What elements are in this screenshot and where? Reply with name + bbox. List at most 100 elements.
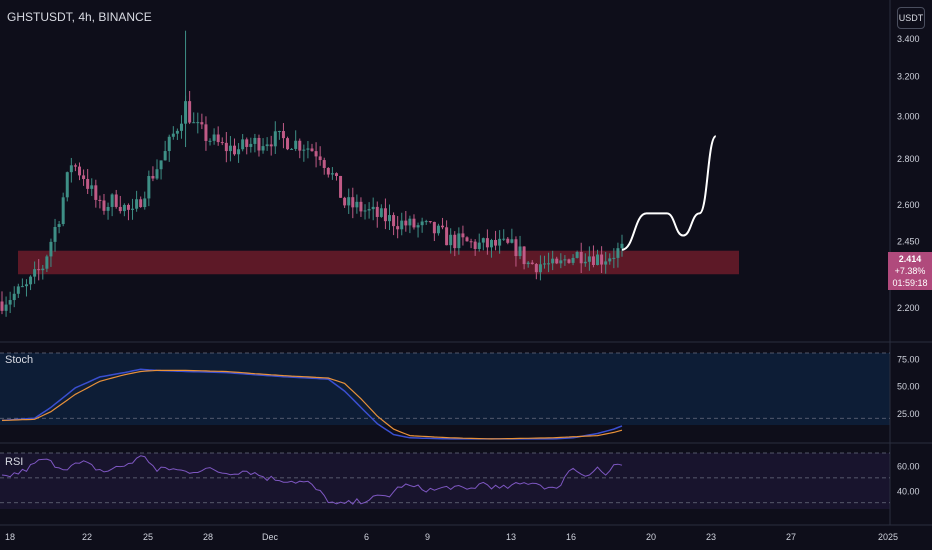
- candle-body: [110, 194, 114, 207]
- candle-body: [171, 133, 175, 137]
- candle-body: [547, 263, 551, 265]
- candle-body: [498, 238, 502, 246]
- last-price: 2.414: [898, 254, 922, 264]
- candle-body: [400, 220, 404, 230]
- candle-body: [143, 198, 147, 208]
- time-tick-label: 16: [566, 532, 576, 542]
- candle-body: [65, 172, 69, 198]
- candle-body: [473, 241, 477, 249]
- candle-body: [538, 264, 542, 273]
- candle-body: [359, 201, 363, 212]
- price-axis: 2.200 2.450 2.600 2.800 3.000 3.200 3.400: [897, 34, 920, 313]
- candle-body: [330, 173, 334, 175]
- time-tick-label: 27: [786, 532, 796, 542]
- time-tick-label: 23: [706, 532, 716, 542]
- candle-body: [567, 259, 571, 263]
- candle-body: [139, 199, 143, 208]
- candle-body: [257, 137, 261, 151]
- stoch-lines: [1, 368, 623, 440]
- candle-body: [29, 276, 33, 285]
- candle-body: [526, 262, 530, 265]
- rsi-label: RSI: [5, 456, 24, 468]
- candle-body: [457, 233, 461, 249]
- candle-body: [277, 131, 281, 133]
- candle-body: [465, 237, 469, 242]
- candle-body: [424, 221, 428, 223]
- time-tick-label: 6: [364, 532, 369, 542]
- candle-body: [445, 227, 449, 246]
- candle-body: [326, 167, 330, 175]
- pane-dividers: [0, 0, 932, 526]
- candle-body: [45, 256, 49, 269]
- candle-body: [233, 145, 236, 155]
- candle-body: [469, 241, 473, 243]
- candle-body: [265, 144, 269, 147]
- candle-body: [290, 148, 294, 150]
- stoch-tick-label: 75.00: [897, 354, 920, 364]
- candle-body: [334, 173, 338, 176]
- currency-button[interactable]: USDT: [897, 7, 925, 29]
- candle-body: [310, 148, 314, 152]
- candle-body: [506, 238, 510, 243]
- rsi-series-line: [1, 455, 623, 505]
- candle-body: [481, 238, 485, 243]
- candle-body: [281, 131, 285, 139]
- candle-body: [571, 257, 575, 263]
- candle-body: [343, 197, 347, 206]
- candle-body: [237, 149, 241, 155]
- candle-body: [477, 242, 481, 249]
- candle-body: [159, 160, 163, 170]
- candle-body: [302, 149, 306, 151]
- candle-body: [339, 175, 343, 198]
- price-tick-label: 2.800: [897, 154, 920, 164]
- candle-body: [122, 204, 126, 212]
- candle-body: [375, 206, 379, 217]
- candle-body: [167, 136, 171, 152]
- candle-body: [294, 140, 298, 149]
- time-tick-label: 28: [203, 532, 213, 542]
- candle-body: [600, 254, 604, 265]
- candle-body: [555, 258, 559, 264]
- candle-body: [579, 251, 583, 264]
- candle-body: [534, 264, 538, 273]
- stoch-label: Stoch: [5, 354, 34, 366]
- candle-body: [412, 218, 416, 228]
- price-tick-label: 2.200: [897, 303, 920, 313]
- candle-body: [163, 151, 167, 161]
- candle-body: [392, 215, 396, 227]
- price-tick-label: 2.450: [897, 237, 920, 247]
- candle-body: [608, 258, 612, 262]
- candle-body: [596, 254, 600, 266]
- candle-body: [224, 142, 228, 152]
- candle-body: [396, 226, 400, 230]
- candle-body: [616, 248, 620, 258]
- candle-body: [404, 220, 408, 226]
- candle-body: [591, 256, 595, 266]
- candle-body: [363, 210, 367, 212]
- candle-body: [98, 199, 102, 201]
- candle-body: [441, 225, 445, 228]
- stoch-d-line: [1, 369, 623, 440]
- time-tick-label: Dec: [262, 532, 279, 542]
- price-tick-label: 3.200: [897, 71, 920, 81]
- candle-body: [587, 256, 591, 262]
- candle-body: [151, 176, 155, 179]
- bar-countdown: 01:59:18: [892, 278, 928, 288]
- stoch-axis: 25.00 50.00 75.00: [897, 354, 920, 418]
- stoch-band: [0, 353, 890, 425]
- candle-body: [228, 145, 232, 152]
- candle-body: [383, 208, 387, 222]
- candle-body: [126, 204, 130, 210]
- candle-body: [78, 166, 81, 176]
- candle-body: [583, 261, 587, 264]
- candle-body: [273, 131, 277, 147]
- candle-body: [102, 200, 106, 211]
- candle-body: [510, 239, 514, 243]
- candle-body: [114, 194, 118, 207]
- last-price-tag: 2.414 +7.38% 01:59:18: [888, 252, 932, 290]
- candle-body: [33, 269, 37, 277]
- time-tick-label: 9: [425, 532, 430, 542]
- candle-body: [461, 233, 465, 238]
- candle-body: [436, 225, 440, 234]
